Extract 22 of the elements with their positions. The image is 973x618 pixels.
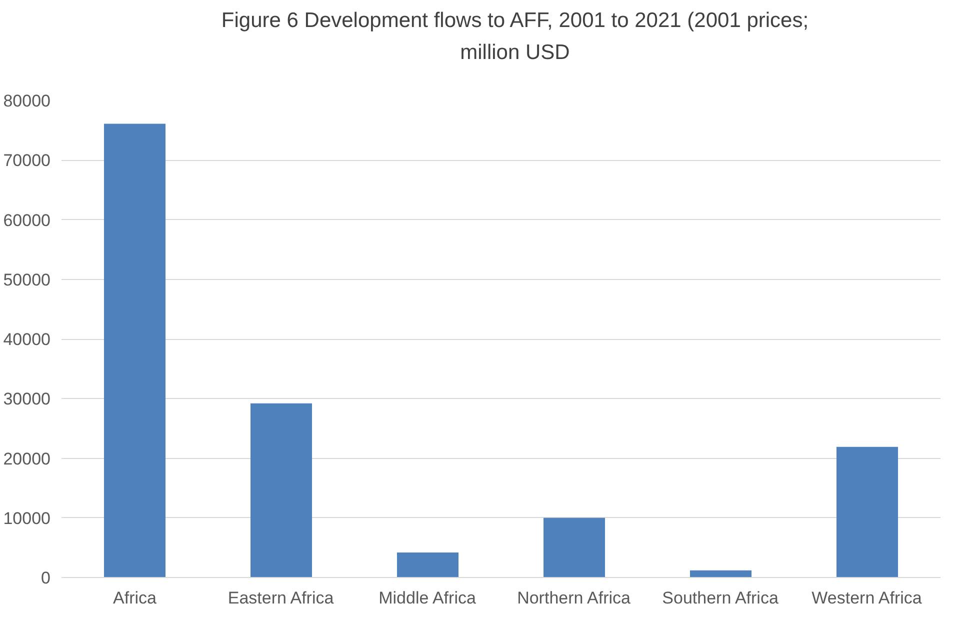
y-tick-label: 10000 (3, 508, 51, 528)
y-tick-label: 0 (41, 568, 51, 588)
x-tick-label: Western Africa (812, 588, 922, 608)
x-tick-label: Africa (113, 588, 158, 608)
y-tick-label: 20000 (3, 449, 51, 468)
x-tick-label: Middle Africa (378, 588, 476, 608)
x-tick-label: Northern Africa (517, 588, 632, 608)
bar (690, 570, 752, 578)
bar (836, 446, 898, 578)
x-tick-label: Eastern Africa (228, 588, 334, 608)
y-tick-label: 30000 (3, 390, 51, 409)
y-tick-label: 40000 (3, 330, 51, 349)
bar (250, 403, 312, 578)
y-tick-label: 70000 (3, 151, 51, 170)
chart-title: Figure 6 Development flows to AFF, 2001 to 2021 (2001 prices; million USD (221, 8, 809, 66)
y-tick-label: 50000 (3, 270, 51, 290)
x-tick-label: Southern Africa (662, 588, 779, 608)
y-tick-label: 80000 (3, 92, 51, 110)
bar (396, 552, 459, 578)
bar (104, 124, 166, 578)
bar (543, 518, 606, 578)
y-tick-label: 60000 (3, 210, 51, 230)
